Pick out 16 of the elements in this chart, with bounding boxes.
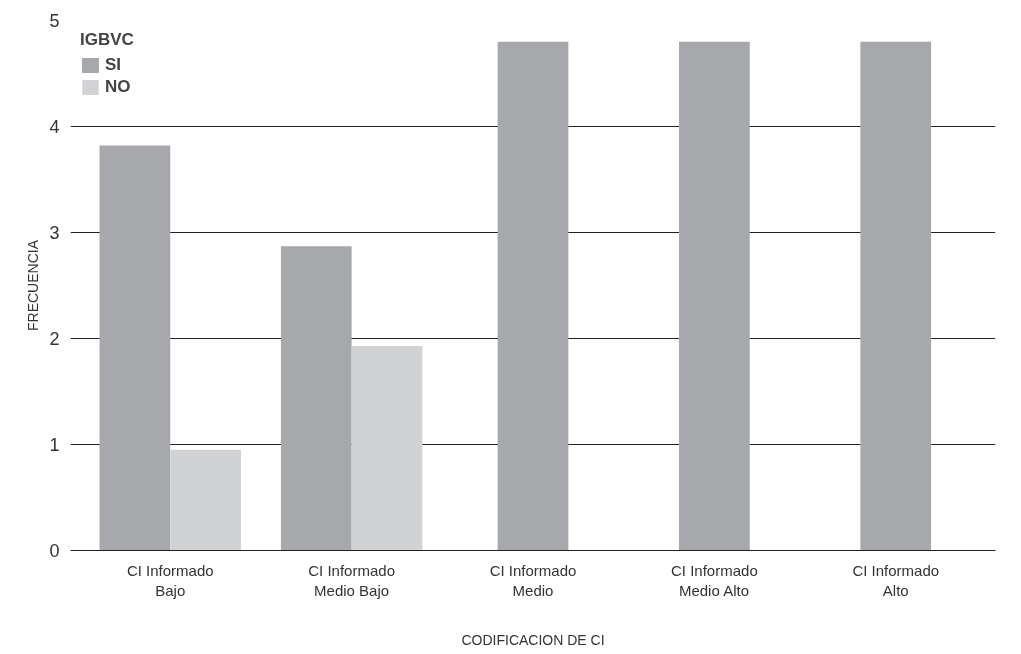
y-tick-label: 5 <box>49 11 60 31</box>
y-tick-label: 3 <box>49 223 60 243</box>
legend-title: IGBVC <box>80 30 134 50</box>
x-tick-label: CI Informado Alto <box>852 561 940 599</box>
x-tick-label: CI Informado Medio Bajo <box>308 561 395 599</box>
y-tick-label: 2 <box>49 329 60 349</box>
x-axis-title: CODIFICACION DE CI <box>461 631 605 648</box>
y-tick-label: 1 <box>49 435 60 455</box>
y-tick-label: 4 <box>49 117 60 137</box>
legend-label: SI <box>105 55 123 75</box>
x-tick-label: CI Informado Bajo <box>126 561 214 599</box>
legend-label: NO <box>105 77 131 97</box>
y-axis-title: FRECUENCIA <box>25 239 42 331</box>
x-tick-label: CI Informado Medio <box>489 561 577 599</box>
x-tick-label: CI Informado Medio Alto <box>671 561 758 599</box>
y-tick-label: 0 <box>49 541 60 561</box>
